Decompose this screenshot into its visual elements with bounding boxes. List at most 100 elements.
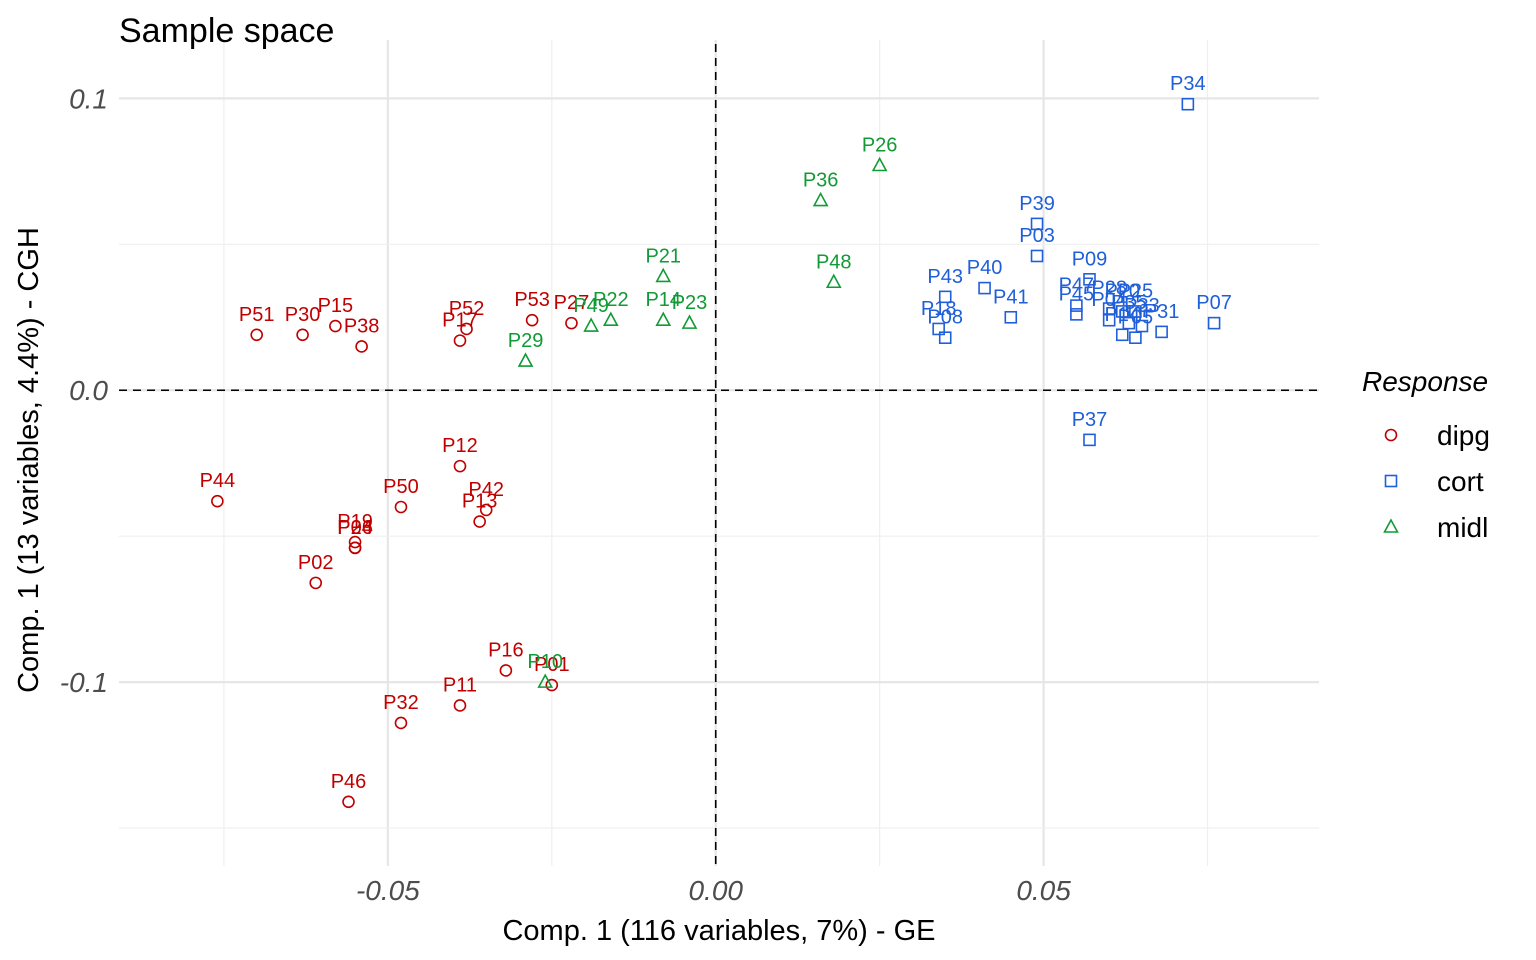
point-label-cort: P35 — [1111, 292, 1147, 314]
point-label-dipg: P30 — [285, 304, 321, 326]
data-point-midl — [517, 352, 534, 367]
data-point-cort — [1030, 249, 1044, 263]
chart-title: Sample space — [119, 12, 334, 50]
point-label-cort: P33 — [1124, 295, 1160, 317]
point-label-cort: P43 — [927, 266, 963, 288]
point-label-cort: P04 — [1091, 289, 1127, 311]
data-point-midl — [681, 314, 698, 329]
point-label-midl: P23 — [672, 292, 708, 314]
point-label-cort: P03 — [1019, 225, 1055, 247]
legend-key-cort — [1384, 474, 1398, 488]
point-label-midl: P49 — [573, 295, 609, 317]
legend-title: Response — [1362, 366, 1488, 397]
point-label-dipg: P46 — [331, 771, 367, 793]
reference-lines — [119, 44, 1319, 866]
x-tick-label: -0.05 — [356, 875, 420, 906]
data-point-cort — [1030, 217, 1044, 231]
data-points — [211, 97, 1221, 809]
data-point-cort — [1122, 316, 1136, 330]
data-point-cort — [1129, 305, 1142, 318]
point-label-cort: P40 — [967, 257, 1003, 279]
data-point-dipg — [453, 334, 467, 347]
data-point-dipg — [250, 328, 264, 342]
point-label-cort: P20 — [1104, 280, 1140, 302]
point-label-dipg: P19 — [337, 511, 373, 533]
x-tick-label: 0.00 — [688, 875, 743, 906]
data-point-midl — [537, 673, 554, 688]
point-label-midl: P21 — [645, 245, 681, 267]
point-label-midl: P36 — [803, 170, 839, 192]
point-label-dipg: P52 — [449, 298, 485, 320]
point-label-cort: P41 — [993, 286, 1029, 308]
point-label-dipg: P38 — [344, 315, 380, 337]
data-point-cort — [1129, 331, 1142, 345]
data-point-cort — [1070, 308, 1083, 321]
data-point-dipg — [565, 316, 578, 330]
point-label-dipg: P16 — [488, 639, 524, 661]
point-label-dipg: P27 — [554, 292, 590, 314]
legend-key-dipg — [1384, 428, 1398, 442]
data-point-dipg — [394, 500, 408, 514]
data-point-dipg — [329, 319, 342, 333]
data-point-cort — [978, 281, 991, 295]
x-axis-title: Comp. 1 (116 variables, 7%) - GE — [502, 915, 935, 947]
legend-label-cort: cort — [1437, 466, 1484, 497]
point-label-cort: P31 — [1144, 301, 1180, 323]
data-point-cort — [1115, 328, 1129, 342]
y-axis-title: Comp. 1 (13 variables, 4.4%) - CGH — [13, 227, 45, 693]
data-point-dipg — [460, 322, 473, 336]
point-label-dipg: P01 — [534, 654, 570, 676]
data-point-cort — [938, 331, 952, 345]
point-label-dipg: P15 — [318, 295, 354, 317]
legend-label-dipg: dipg — [1437, 420, 1490, 451]
data-point-dipg — [211, 494, 224, 508]
data-point-midl — [871, 156, 888, 172]
data-point-dipg — [394, 716, 408, 730]
legend-key-midl — [1383, 518, 1399, 533]
data-point-dipg — [453, 459, 467, 473]
data-point-cort — [1083, 433, 1096, 447]
data-point-midl — [812, 191, 829, 207]
y-tick-label: 0.1 — [69, 83, 108, 114]
point-label-dipg: P02 — [298, 552, 334, 574]
point-label-cort: P18 — [921, 298, 957, 320]
point-label-dipg: P42 — [468, 479, 504, 501]
point-label-dipg: P11 — [443, 674, 477, 696]
data-point-dipg — [296, 328, 309, 342]
data-point-dipg — [342, 795, 355, 809]
data-point-dipg — [348, 535, 362, 549]
y-tick-label: -0.1 — [60, 667, 108, 698]
data-point-cort — [1207, 316, 1221, 330]
point-label-dipg: P17 — [442, 310, 478, 332]
data-point-midl — [583, 317, 599, 332]
legend: Response dipg cort midl — [1362, 366, 1490, 543]
data-point-midl — [825, 273, 842, 289]
legend-label-midl: midl — [1437, 512, 1488, 543]
point-label-cort: P25 — [1118, 280, 1154, 302]
data-point-dipg — [355, 340, 368, 353]
data-point-cort — [1070, 299, 1083, 312]
point-label-midl: P22 — [593, 289, 629, 311]
point-label-cort: P45 — [1059, 283, 1095, 305]
data-point-dipg — [479, 503, 493, 517]
point-label-cort: P47 — [1059, 275, 1095, 297]
point-label-cort: P08 — [927, 307, 963, 329]
point-label-dipg: P50 — [383, 476, 419, 498]
data-point-cort — [932, 322, 945, 336]
data-point-cort — [1181, 97, 1195, 111]
data-point-midl — [602, 311, 619, 326]
tick-labels: -0.05 0.00 0.05 -0.1 0.0 0.1 — [60, 83, 1072, 906]
point-label-cort: P05 — [1118, 307, 1154, 329]
data-point-dipg — [499, 664, 513, 677]
point-label-dipg: P24 — [337, 517, 373, 539]
data-point-midl — [655, 267, 672, 283]
data-point-dipg — [309, 576, 323, 590]
data-point-cort — [1102, 313, 1116, 327]
data-point-cort — [1115, 305, 1129, 318]
data-point-cort — [1135, 319, 1149, 333]
point-label-dipg: P32 — [383, 692, 419, 714]
data-point-dipg — [473, 515, 486, 528]
point-label-dipg: P51 — [239, 304, 275, 326]
